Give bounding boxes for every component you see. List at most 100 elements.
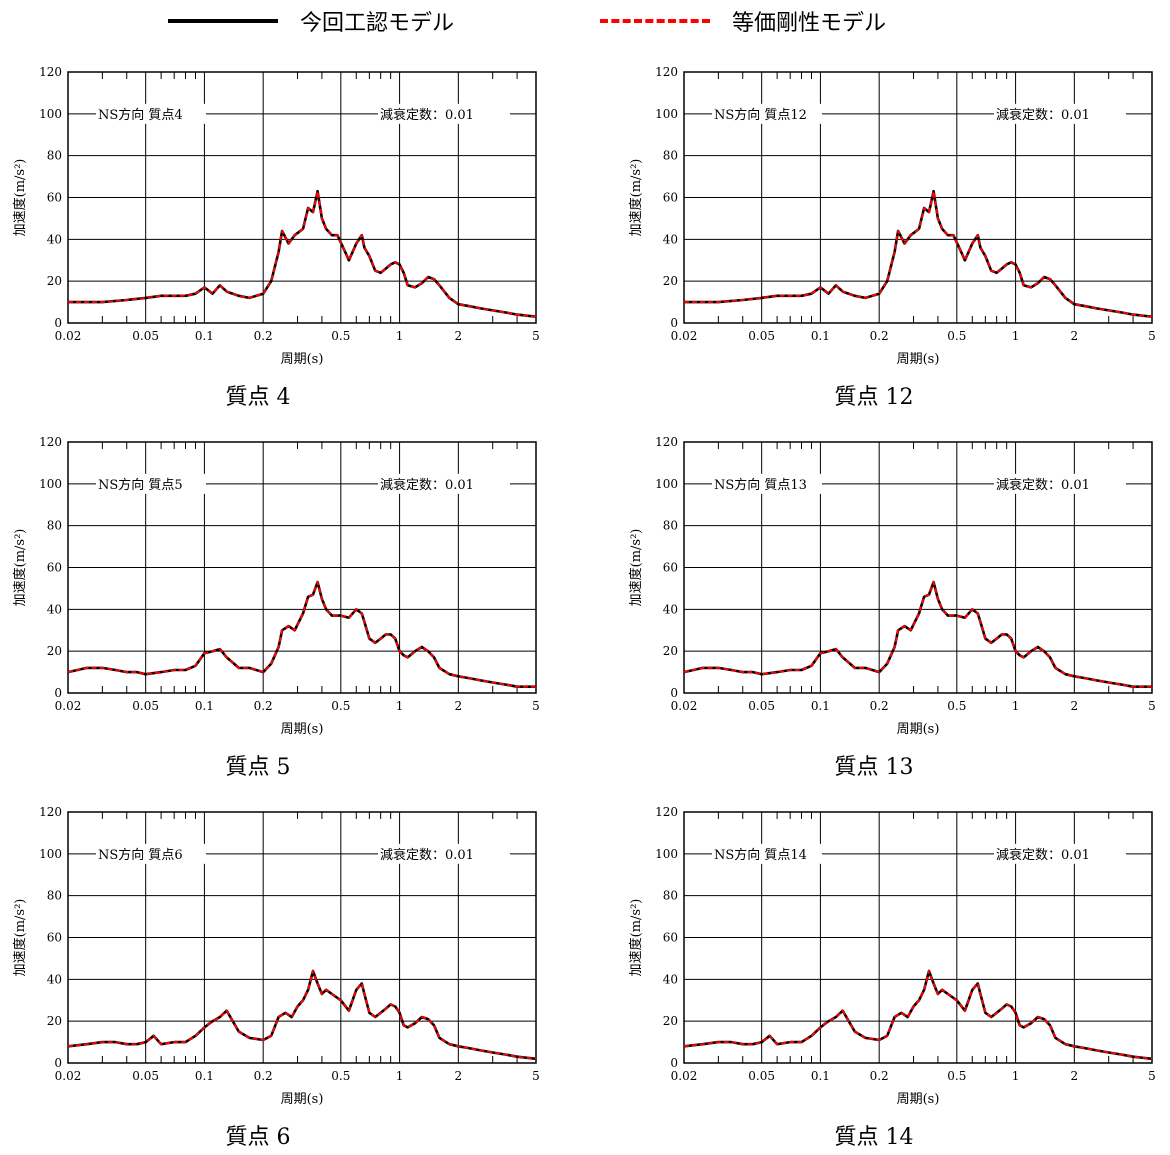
x-tick-label: 0.05: [748, 329, 775, 343]
series-line-equivalent-model: [68, 190, 537, 318]
y-axis-label: 加速度(m/s²): [628, 529, 644, 607]
series-line-equivalent-model: [684, 190, 1153, 318]
y-axis-label: 加速度(m/s²): [12, 529, 28, 607]
y-tick-label: 80: [663, 149, 678, 163]
y-tick-label: 60: [47, 931, 62, 945]
y-tick-label: 120: [39, 805, 62, 819]
y-tick-label: 100: [655, 847, 678, 861]
x-tick-label: 5: [532, 699, 540, 713]
damping-label: 減衰定数：0.01: [996, 847, 1090, 863]
series-line-equivalent-model: [67, 581, 536, 688]
plot-frame: [67, 811, 537, 1064]
chart-panel: NS方向 質点5 減衰定数：0.01 0 20 40 60 80 100 120 0.02 0.05…: [0, 414, 560, 784]
response-spectrum-chart: NS方向 質点12 減衰定数：0.01 0 20 40 60 80 100 120 0.02 0.0…: [628, 65, 1156, 367]
chart-title: NS方向 質点13: [714, 477, 807, 493]
series-line-current-model: [67, 580, 536, 689]
chart-title: NS方向 質点5: [98, 477, 183, 493]
annotation-background: [994, 473, 1126, 494]
y-tick-label: 0: [670, 686, 678, 700]
y-tick-label: 40: [47, 972, 62, 986]
plot-frame: [683, 811, 1153, 1064]
chart-title: NS方向 質点12: [714, 107, 807, 123]
x-tick-label: 0.05: [132, 1069, 159, 1083]
x-tick-label: 0.02: [55, 699, 82, 713]
y-tick-label: 0: [54, 686, 62, 700]
y-tick-label: 120: [655, 435, 678, 449]
y-tick-label: 20: [663, 1014, 678, 1028]
chart-caption: 質点 4: [225, 385, 291, 410]
series-line-current-model: [68, 189, 537, 318]
charts-grid: NS方向 質点4 減衰定数：0.01 0 20 40 60 80 100 120 0.02 0.05…: [0, 44, 1170, 1155]
y-tick-label: 40: [47, 232, 62, 246]
plot-frame: [67, 441, 537, 694]
x-tick-label: 0.2: [870, 1069, 889, 1083]
y-tick-label: 60: [663, 191, 678, 205]
annotation-background: [712, 103, 822, 124]
x-tick-label: 0.1: [811, 329, 830, 343]
chart-title: NS方向 質点4: [98, 107, 183, 123]
y-tick-label: 60: [663, 931, 678, 945]
response-spectrum-chart: NS方向 質点14 減衰定数：0.01 0 20 40 60 80 100 120 0.02 0.0…: [628, 805, 1156, 1107]
x-tick-label: 5: [532, 329, 540, 343]
x-tick-label: 2: [1071, 699, 1079, 713]
y-axis-label: 加速度(m/s²): [12, 899, 28, 977]
x-tick-label: 0.02: [671, 699, 698, 713]
annotation-background: [96, 843, 206, 864]
x-tick-label: 0.2: [254, 329, 273, 343]
x-tick-label: 0.5: [947, 329, 966, 343]
x-tick-label: 0.02: [671, 1069, 698, 1083]
chart-caption: 質点 14: [834, 1125, 914, 1150]
y-tick-label: 20: [663, 274, 678, 288]
x-tick-label: 2: [455, 329, 463, 343]
legend-label: 等価剛性モデル: [732, 11, 887, 36]
x-tick-label: 2: [455, 699, 463, 713]
annotation-background: [378, 473, 510, 494]
damping-label: 減衰定数：0.01: [380, 477, 474, 493]
legend-label: 今回工認モデル: [300, 11, 455, 36]
x-tick-label: 0.05: [132, 329, 159, 343]
x-axis-label: 周期(s): [897, 352, 940, 367]
series-line-current-model: [67, 969, 537, 1061]
x-tick-label: 1: [1012, 329, 1020, 343]
x-tick-label: 5: [1148, 699, 1156, 713]
x-tick-label: 0.05: [748, 699, 775, 713]
y-tick-label: 40: [663, 232, 678, 246]
chart-panel: NS方向 質点13 減衰定数：0.01 0 20 40 60 80 100 120 0.02 0.0…: [616, 414, 1170, 784]
x-axis-label: 周期(s): [281, 1092, 324, 1107]
y-tick-label: 100: [39, 477, 62, 491]
x-tick-label: 0.02: [671, 329, 698, 343]
y-tick-label: 80: [663, 889, 678, 903]
y-tick-label: 80: [47, 149, 62, 163]
legend-item-equivalent-model: 等価剛性モデル: [600, 6, 886, 36]
annotation-background: [994, 843, 1126, 864]
series-line-equivalent-model: [683, 581, 1152, 688]
x-tick-label: 0.1: [195, 1069, 214, 1083]
chart-panel: NS方向 質点14 減衰定数：0.01 0 20 40 60 80 100 120 0.02 0.0…: [616, 784, 1170, 1154]
x-tick-label: 0.5: [331, 1069, 350, 1083]
plot-frame: [683, 441, 1153, 694]
response-spectrum-chart: NS方向 質点13 減衰定数：0.01 0 20 40 60 80 100 120 0.02 0.0…: [628, 435, 1156, 737]
plot-frame: [67, 71, 537, 324]
y-tick-label: 80: [663, 519, 678, 533]
response-spectrum-chart: NS方向 質点4 減衰定数：0.01 0 20 40 60 80 100 120 0.02 0.05…: [12, 65, 540, 367]
x-tick-label: 5: [1148, 1069, 1156, 1083]
x-tick-label: 5: [1148, 329, 1156, 343]
y-tick-label: 60: [663, 561, 678, 575]
x-tick-label: 1: [1012, 1069, 1020, 1083]
chart-title: NS方向 質点14: [714, 847, 807, 863]
chart-title: NS方向 質点6: [98, 847, 183, 863]
x-axis-label: 周期(s): [281, 352, 324, 367]
x-tick-label: 0.5: [331, 329, 350, 343]
y-axis-label: 加速度(m/s²): [12, 159, 28, 237]
annotation-background: [712, 473, 822, 494]
y-tick-label: 120: [39, 435, 62, 449]
x-tick-label: 0.2: [254, 699, 273, 713]
x-tick-label: 1: [1012, 699, 1020, 713]
y-tick-label: 0: [54, 1056, 62, 1070]
x-tick-label: 0.02: [55, 329, 82, 343]
y-tick-label: 120: [655, 65, 678, 79]
chart-caption: 質点 12: [834, 385, 914, 410]
x-axis-label: 周期(s): [897, 1092, 940, 1107]
x-axis-label: 周期(s): [281, 722, 324, 737]
response-spectrum-chart: NS方向 質点6 減衰定数：0.01 0 20 40 60 80 100 120 0.02 0.05…: [12, 805, 540, 1107]
